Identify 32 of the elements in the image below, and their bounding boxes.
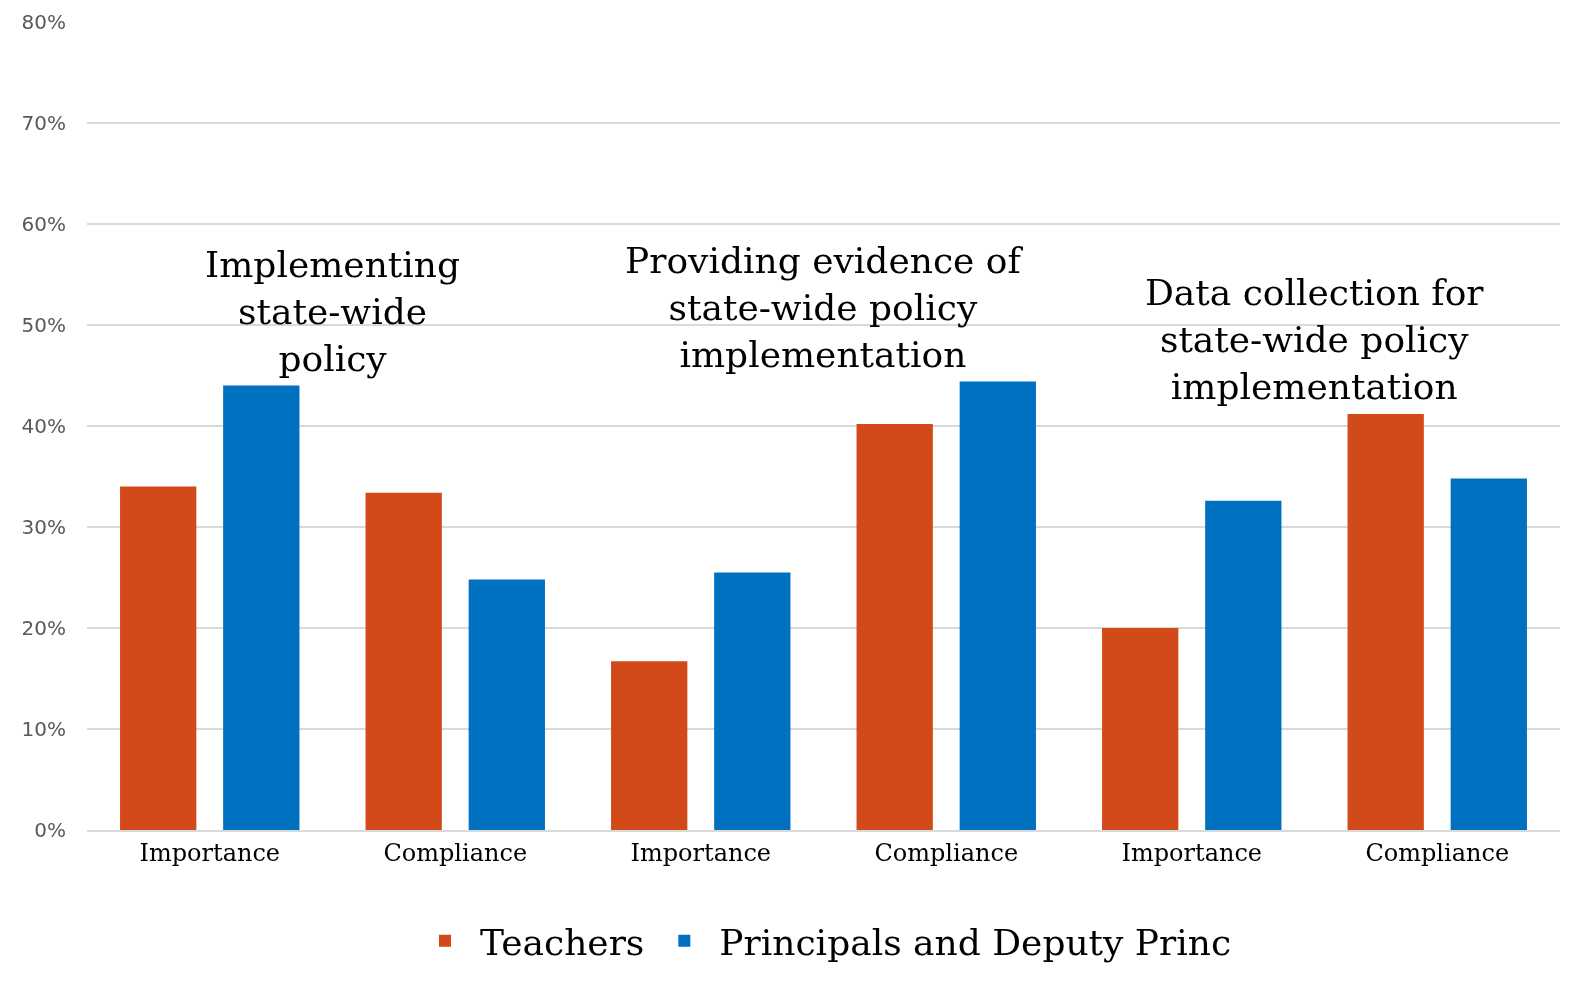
- x-tick-label: Compliance: [874, 838, 1019, 867]
- bar: [1347, 413, 1424, 830]
- y-tick-label: 60%: [21, 212, 66, 236]
- bar: [468, 579, 545, 830]
- bar: [959, 381, 1036, 830]
- x-tick-label: Importance: [1121, 838, 1263, 867]
- bar: [1450, 478, 1527, 830]
- y-tick-label: 70%: [21, 111, 66, 135]
- legend-label: Principals and Deputy Princ: [719, 921, 1232, 963]
- bar: [120, 486, 197, 830]
- x-tick-label: Compliance: [1365, 838, 1510, 867]
- legend-label: Teachers: [480, 921, 645, 963]
- bar: [365, 492, 442, 830]
- y-tick-label: 40%: [21, 414, 66, 438]
- y-tick-label: 10%: [21, 717, 66, 741]
- bar: [1102, 628, 1179, 830]
- x-tick-label: Importance: [139, 838, 281, 867]
- bar: [611, 661, 688, 830]
- x-tick-label: Importance: [630, 838, 772, 867]
- bar: [223, 385, 300, 830]
- y-tick-label: 30%: [21, 515, 66, 539]
- y-tick-label: 80%: [21, 10, 66, 34]
- annotation: Providing evidence of state-wide policy implementation: [625, 240, 1024, 375]
- annotation: Implementing state-wide policy: [205, 244, 461, 379]
- y-tick-label: 20%: [21, 616, 66, 640]
- y-tick-label: 0%: [34, 818, 66, 842]
- y-tick-label: 50%: [21, 313, 66, 337]
- x-tick-label: Compliance: [383, 838, 528, 867]
- bar: [856, 423, 933, 830]
- annotation: Data collection for state-wide policy implementation: [1145, 272, 1485, 407]
- bar: [1205, 500, 1282, 830]
- bar: [714, 572, 791, 830]
